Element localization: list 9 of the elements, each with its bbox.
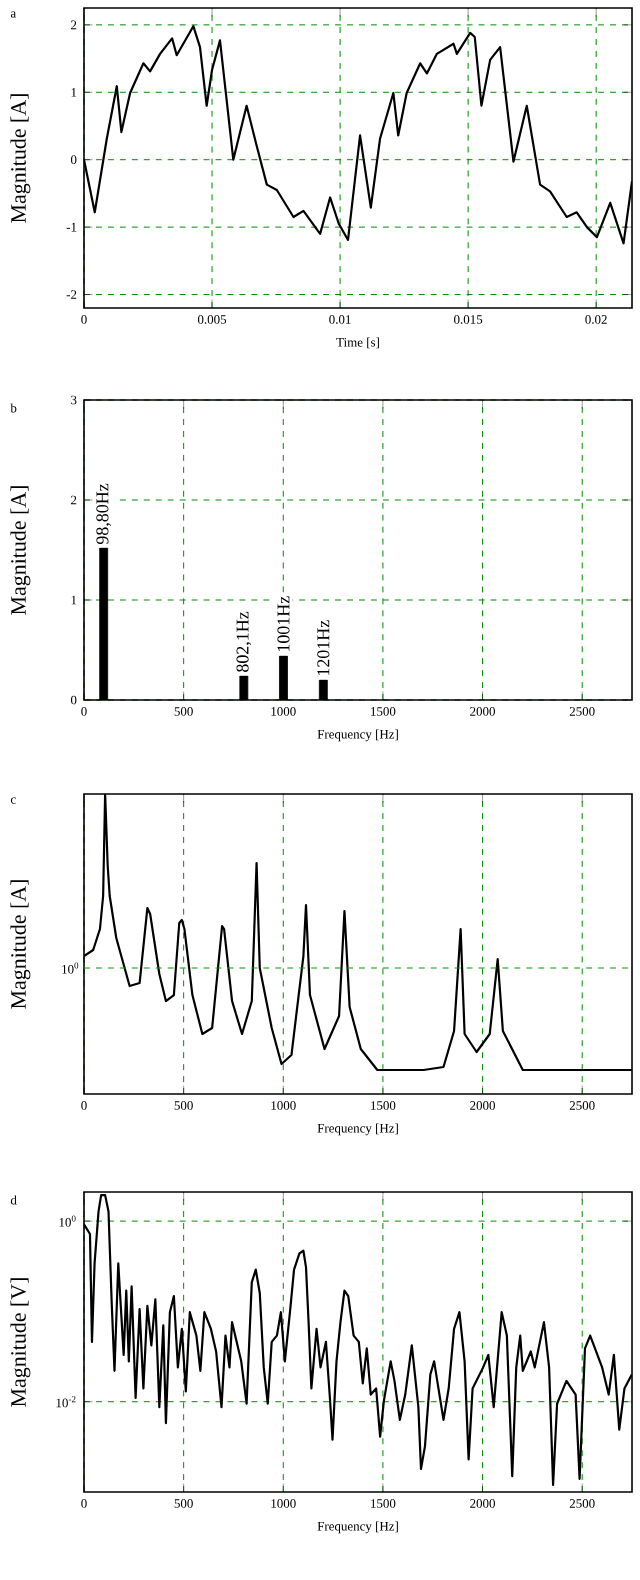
y-axis-title: Magnitude [A] — [10, 880, 31, 1009]
annotation: 1201Hz — [317, 620, 330, 676]
annotation: 1001Hz — [277, 596, 290, 652]
y-axis-title: Magnitude [A] — [10, 486, 31, 615]
line-series — [84, 1194, 633, 1486]
y-axis-title: Magnitude [V] — [10, 1278, 31, 1407]
annotation: 802,1Hz — [236, 611, 252, 672]
y-axis-title: Magnitude [A] — [10, 94, 31, 223]
annotation: 98,80Hz — [96, 483, 112, 545]
